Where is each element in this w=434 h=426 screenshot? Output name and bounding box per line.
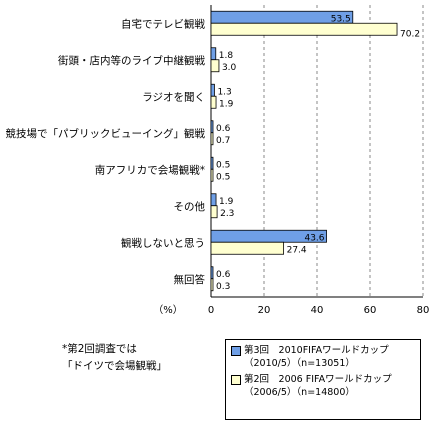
data-label-2010-4: 0.5 [216,160,230,170]
bar-chart: 0 20 40 60 80 （%） 自宅でテレビ観戦 53.5 70.2 街頭・店内等のライブ中継… [6,5,430,316]
category-label-6: 観戦しないと思う [121,236,205,249]
bar-2010-4 [210,156,214,170]
bar-2006-1 [210,59,220,73]
bar-2006-5 [210,205,218,219]
bar-2010-2 [210,83,215,97]
legend-swatch-2006 [231,375,241,385]
category-label-0: 自宅でテレビ観戦 [121,17,205,30]
category-label-5: その他 [174,200,206,213]
legend-swatch-2010 [231,346,241,356]
bar-2006-7 [210,278,214,292]
data-label-2006-2: 1.9 [219,99,234,109]
bar-2006-2 [210,95,217,109]
data-label-2010-7: 0.6 [216,270,231,280]
bar-2010-7 [210,266,214,280]
bar-2010-3 [210,120,214,134]
bar-2006-4 [210,168,214,182]
category-label-4: 南アフリカで会場観戦* [95,163,205,176]
data-label-2006-6: 27.4 [287,245,307,255]
footnote: *第2回調査では 「ドイツで会場観戦」 [62,341,167,375]
x-axis-label: （%） [153,304,183,316]
data-label-2006-3: 0.7 [216,136,230,146]
x-tick-label-20: 20 [258,305,271,316]
legend: 第3回 2010FIFAワールドカップ （2010/5）（n=13051） 第2… [225,339,421,420]
legend-label-2010-line1: 第3回 2010FIFAワールドカップ [244,345,389,356]
data-label-2010-5: 1.9 [219,197,234,207]
legend-label-2006-line1: 第2回 2006 FIFAワールドカップ [244,374,392,385]
data-label-2010-3: 0.6 [216,124,231,134]
bar-2010-1 [210,47,217,61]
data-label-2006-7: 0.3 [216,282,230,292]
x-tick-label-40: 40 [311,305,324,316]
data-label-2010-6: 43.6 [304,233,324,243]
bar-2006-0 [210,22,398,36]
data-label-2010-0: 53.5 [331,14,351,24]
bar-2006-3 [210,132,214,146]
data-label-2010-2: 1.3 [217,87,231,97]
footnote-line-2: 「ドイツで会場観戦」 [62,360,167,372]
legend-label-2006-line2: （2006/5）（n=14800） [244,387,355,398]
category-label-1: 街頭・店内等のライブ中継観戦 [58,54,205,67]
x-tick-label-60: 60 [364,305,377,316]
legend-item-2010: 第3回 2010FIFAワールドカップ （2010/5）（n=13051） [231,344,415,370]
data-label-2006-5: 2.3 [220,209,234,219]
x-tick-label-0: 0 [208,305,214,316]
category-label-2: ラジオを聞く [142,91,205,103]
bar-2006-6 [210,241,285,255]
data-label-2006-0: 70.2 [400,29,420,39]
data-label-2010-1: 1.8 [219,51,234,61]
bar-2010-5 [210,193,217,207]
footnote-line-1: *第2回調査では [62,343,137,355]
legend-label-2010-line2: （2010/5）（n=13051） [244,358,355,369]
category-label-3: 競技場で「パブリックビューイング」観戦 [6,127,206,140]
data-label-2006-1: 3.0 [222,63,237,73]
x-tick-label-80: 80 [417,305,430,316]
data-label-2006-4: 0.5 [216,172,230,182]
category-label-7: 無回答 [174,273,206,286]
legend-item-2006: 第2回 2006 FIFAワールドカップ （2006/5）（n=14800） [231,373,415,399]
